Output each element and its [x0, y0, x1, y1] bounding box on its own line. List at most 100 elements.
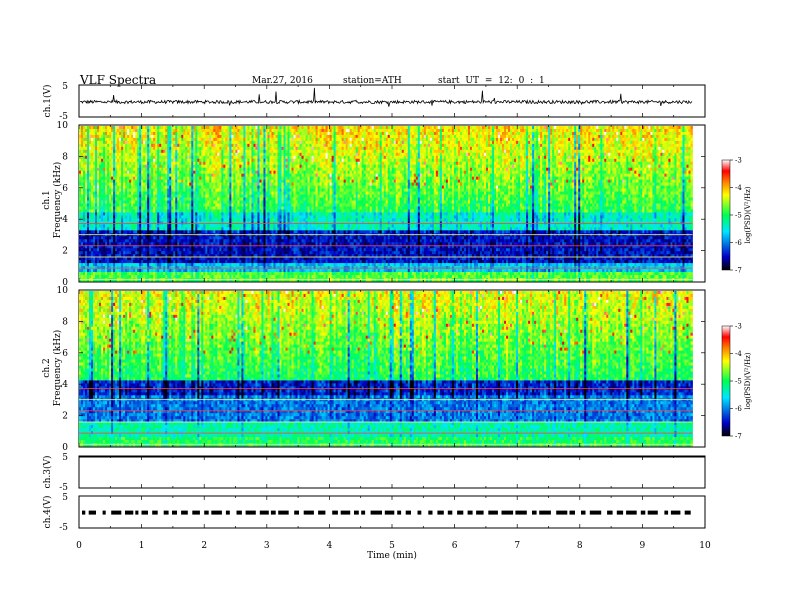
spec-cell — [119, 140, 122, 145]
spec-cell — [662, 134, 665, 139]
spec-cell — [197, 128, 200, 133]
spec-cell — [415, 137, 419, 142]
spec-cell — [602, 131, 605, 136]
spec-cell — [161, 134, 164, 139]
spec-cell — [249, 146, 252, 151]
spec-cell — [453, 126, 457, 130]
spec-cell — [187, 140, 190, 145]
spec-cell — [686, 128, 689, 133]
spec-cell — [393, 140, 397, 145]
spec-cell — [431, 137, 435, 142]
spec-cell — [319, 131, 322, 136]
spec-cell — [363, 126, 367, 130]
spec-cell — [223, 128, 226, 133]
spec-cell — [652, 131, 655, 136]
spec-cell — [257, 137, 260, 142]
spec-cell — [465, 140, 469, 145]
spec-cell — [329, 126, 332, 130]
spec-cell — [211, 140, 214, 145]
spec-cell — [137, 126, 140, 130]
spec-cell — [95, 137, 98, 142]
spec-cell — [612, 128, 615, 133]
spec-cell — [508, 131, 511, 136]
spec-cell — [179, 126, 182, 130]
spec-cell — [189, 143, 192, 148]
spec-cell — [83, 128, 86, 133]
spec-cell — [167, 137, 170, 142]
station-label: station=ATH — [343, 76, 402, 86]
spec-cell — [123, 146, 126, 151]
spec-cell — [471, 143, 475, 148]
spec-cell — [437, 134, 441, 139]
spec-cell — [449, 128, 453, 133]
spec-cell — [317, 126, 320, 130]
spec-cell — [159, 137, 162, 142]
spec-cell — [141, 128, 144, 133]
spec-cell — [387, 126, 391, 130]
spec-cell — [315, 126, 318, 130]
spec-cell — [429, 128, 433, 133]
spec-cell — [289, 140, 292, 145]
spec-cell — [139, 128, 142, 133]
spec-cell — [365, 143, 369, 148]
spec-cell — [135, 137, 138, 142]
spec-cell — [399, 134, 403, 139]
spec-cell — [309, 126, 312, 130]
spec-cell — [584, 140, 587, 145]
spec-cell — [313, 137, 316, 142]
spec-cell — [321, 126, 324, 130]
spec-cell — [95, 146, 98, 151]
spec-cell — [606, 126, 609, 130]
spec-cell — [467, 140, 471, 145]
spec-cell — [247, 137, 250, 142]
spec-cell — [618, 140, 621, 145]
spec-cell — [353, 131, 357, 136]
spec-cell — [277, 137, 280, 142]
spec-cell — [213, 128, 216, 133]
spec-cell — [257, 146, 260, 151]
spec-cell — [572, 143, 575, 148]
spec-cell — [89, 146, 92, 151]
spec-cell — [239, 134, 242, 139]
spec-cell — [281, 131, 284, 136]
spec-cell — [508, 134, 511, 139]
spec-cell — [179, 137, 182, 142]
spec-cell — [660, 134, 663, 139]
spec-cell — [341, 131, 345, 136]
spec-cell — [632, 143, 635, 148]
spec-cell — [397, 137, 401, 142]
spec-cell — [624, 143, 627, 148]
spec-cell — [123, 134, 126, 139]
spec-cell — [640, 131, 643, 136]
spec-cell — [147, 146, 150, 151]
spec-cell — [546, 140, 549, 145]
spec-cell — [107, 126, 110, 130]
spec-cell — [223, 131, 226, 136]
spec-cell — [690, 170, 693, 175]
spec-cell — [325, 143, 328, 148]
spec-cell — [115, 140, 118, 145]
spec-cell — [273, 146, 276, 151]
spec-cell — [155, 134, 158, 139]
spec-cell — [504, 137, 507, 142]
spec-cell — [281, 128, 284, 133]
spec-cell — [566, 126, 569, 130]
spec-cell — [301, 140, 304, 145]
spec-cell — [105, 143, 108, 148]
spec-cell — [273, 134, 276, 139]
spec-cell — [197, 134, 200, 139]
spec-cell — [215, 131, 218, 136]
spec-cell — [315, 143, 318, 148]
spec-cell — [169, 128, 172, 133]
spec-cell — [233, 146, 236, 151]
spec-cell — [239, 126, 242, 130]
spec-cell — [680, 126, 683, 130]
spec-cell — [93, 137, 96, 142]
spec-cell — [483, 128, 487, 133]
spec-cell — [532, 131, 535, 136]
spec-cell — [261, 131, 264, 136]
spec-cell — [159, 128, 162, 133]
spec-cell — [131, 146, 134, 151]
spec-cell — [339, 134, 343, 139]
spec-cell — [622, 131, 625, 136]
